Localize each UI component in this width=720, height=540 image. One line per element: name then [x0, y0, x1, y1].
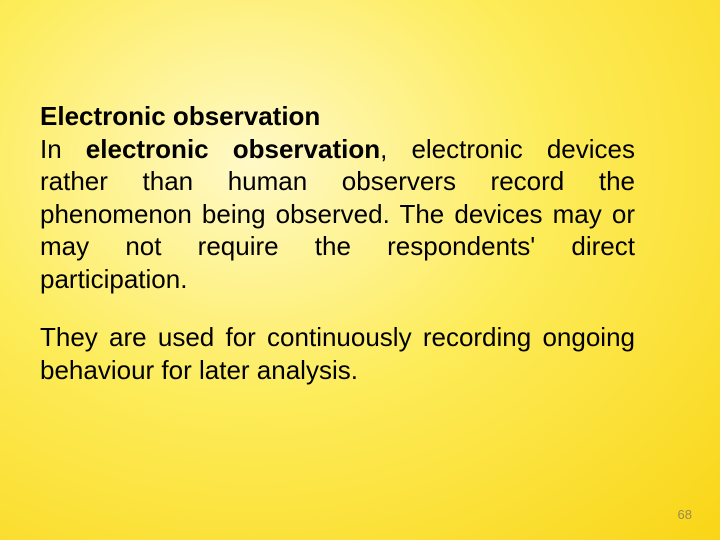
para1-bold-term: electronic observation [86, 134, 380, 164]
slide-content: Electronic observation In electronic obs… [40, 100, 635, 412]
slide: Electronic observation In electronic obs… [0, 0, 720, 540]
page-number: 68 [678, 507, 692, 522]
para1-prefix: In [40, 134, 86, 164]
paragraph-2: They are used for continuously recording… [40, 321, 635, 386]
paragraph-1: In electronic observation, electronic de… [40, 133, 635, 296]
heading: Electronic observation [40, 100, 635, 133]
